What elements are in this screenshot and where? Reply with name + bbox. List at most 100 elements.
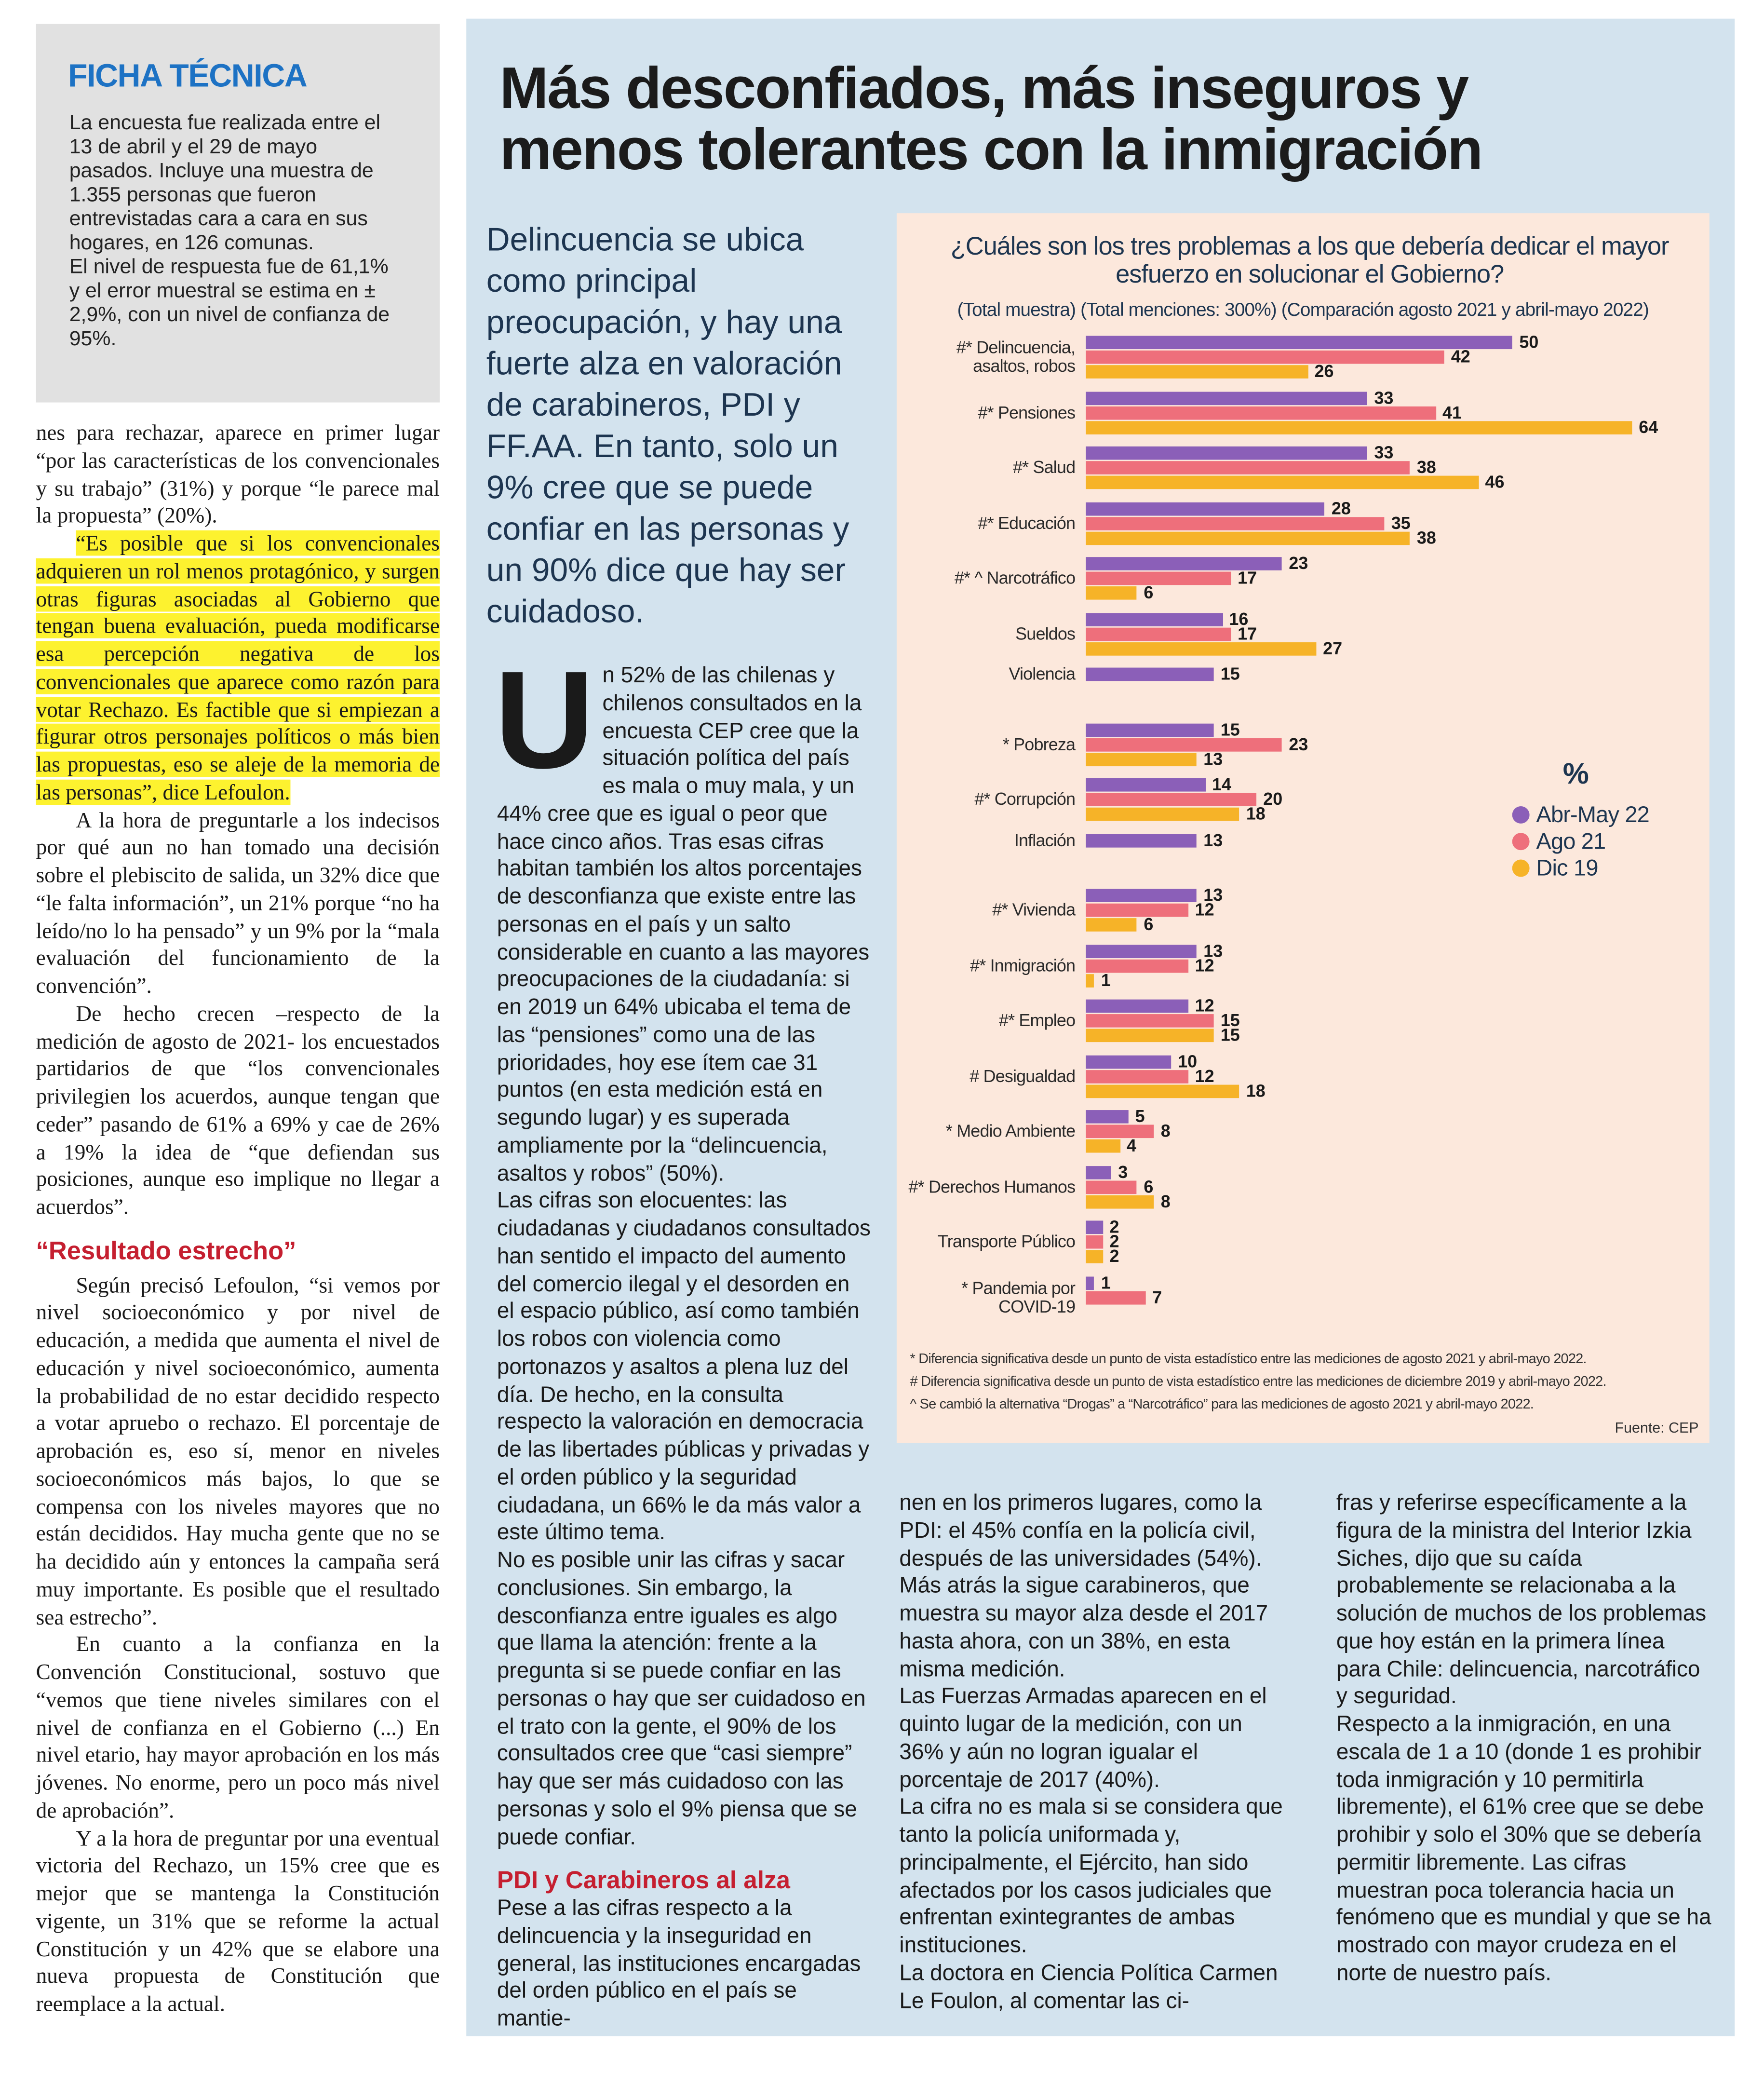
subheading: PDI y Carabineros al alza <box>497 1866 790 1894</box>
category-label: Violencia <box>1009 664 1076 684</box>
value-label: 15 <box>1220 664 1240 684</box>
paragraph: A la hora de preguntarle a los indecisos… <box>36 807 440 1000</box>
paragraph: fras y referirse específicamente a la fi… <box>1336 1490 1707 1709</box>
value-label: 23 <box>1289 553 1308 573</box>
subheading: “Resultado estrecho” <box>36 1237 296 1266</box>
value-label: 12 <box>1195 899 1214 920</box>
bar <box>1086 461 1411 474</box>
bar <box>1086 999 1188 1013</box>
paragraph: Las Fuerzas Armadas aparecen en el quint… <box>899 1683 1267 1792</box>
value-label: 16 <box>1229 608 1249 629</box>
paragraph: “Es posible que si los convencionales ad… <box>36 530 440 807</box>
headline: Más desconfiados, más inseguros y menos … <box>499 56 1483 183</box>
source: Fuente: CEP <box>1615 1420 1699 1437</box>
bar <box>1086 918 1137 932</box>
value-label: 17 <box>1238 568 1257 588</box>
legend-swatch <box>1512 806 1530 824</box>
legend-swatch <box>1512 833 1530 851</box>
value-label: 12 <box>1195 1065 1214 1085</box>
paragraph: El nivel de respuesta fue de 61,1% y el … <box>69 256 390 351</box>
paragraph: En cuanto a la confianza en la Convenció… <box>36 1631 440 1823</box>
value-label: 13 <box>1203 940 1223 961</box>
bar <box>1086 501 1325 515</box>
value-label: 18 <box>1246 803 1266 824</box>
bar <box>1086 778 1206 792</box>
bar <box>1086 903 1188 917</box>
legend-item: Dic 19 <box>1512 855 1598 882</box>
bar <box>1086 627 1231 640</box>
drop-cap: U <box>494 643 594 799</box>
bar <box>1086 1069 1188 1083</box>
bar <box>1086 557 1282 570</box>
bar <box>1086 807 1240 821</box>
lead: Delincuencia se ubica como principal pre… <box>486 222 849 631</box>
ficha-box: FICHA TÉCNICA La encuesta fue realizada … <box>36 24 440 403</box>
paragraph: nen en los primeros lugares, como la PDI… <box>899 1490 1268 1681</box>
bar <box>1086 833 1197 847</box>
bar <box>1086 612 1223 626</box>
bar <box>1086 793 1257 806</box>
bar <box>1086 1250 1103 1263</box>
bar <box>1086 1220 1103 1234</box>
chart: ¿Cuáles son los tres problemas a los que… <box>896 213 1710 1443</box>
bar <box>1086 420 1632 434</box>
legend-label: Dic 19 <box>1536 855 1598 881</box>
paragraph: ^ Se cambió la alternativa “Drogas” a “N… <box>910 1396 1534 1413</box>
value-label: 15 <box>1220 1025 1240 1045</box>
paragraph: De hecho crecen –respecto de la medición… <box>36 1001 440 1222</box>
category-label: #* Educación <box>978 512 1076 533</box>
bar <box>1086 391 1368 405</box>
value-label: 20 <box>1263 789 1283 809</box>
value-label: 18 <box>1246 1080 1266 1100</box>
category-label: * Medio Ambiente <box>945 1121 1076 1141</box>
value-label: 2 <box>1109 1246 1119 1266</box>
category-label: #* Salud <box>1013 457 1076 477</box>
bar <box>1086 571 1231 585</box>
value-label: 33 <box>1374 442 1394 462</box>
legend-item: Ago 21 <box>1512 829 1606 855</box>
bar <box>1086 667 1214 681</box>
value-label: 46 <box>1485 472 1505 492</box>
category-label: * Pandemia por COVID-19 <box>961 1277 1076 1316</box>
category-label: #* Vivienda <box>992 899 1076 920</box>
bar <box>1086 350 1444 364</box>
value-label: 42 <box>1451 346 1470 366</box>
value-label: 17 <box>1238 623 1257 643</box>
value-label: 4 <box>1126 1135 1136 1156</box>
category-label: Inflación <box>1014 829 1076 850</box>
value-label: 12 <box>1195 995 1214 1016</box>
value-label: 38 <box>1416 527 1436 547</box>
value-label: 6 <box>1144 914 1154 934</box>
value-label: 15 <box>1220 718 1240 739</box>
bar <box>1086 973 1095 987</box>
bar <box>1086 1029 1214 1043</box>
bar <box>1086 475 1479 489</box>
paragraph: Las cifras son elocuentes: las ciudadana… <box>497 1188 871 1545</box>
text: A la hora de preguntarle a los indecisos… <box>36 807 440 998</box>
bar <box>1086 1055 1172 1069</box>
legend-item: Abr-May 22 <box>1512 802 1650 829</box>
text: De hecho crecen –respecto de la medición… <box>36 1000 440 1219</box>
value-label: 8 <box>1160 1121 1171 1141</box>
paragraph: Y a la hora de preguntar por una eventua… <box>36 1825 440 2017</box>
chart-title: ¿Cuáles son los tres problemas a los que… <box>950 233 1670 289</box>
value-label: 15 <box>1220 1010 1240 1030</box>
value-label: 13 <box>1203 748 1223 769</box>
value-label: 2 <box>1109 1217 1119 1237</box>
bar <box>1086 752 1197 766</box>
value-label: 3 <box>1118 1161 1128 1181</box>
category-label: #* Corrupción <box>974 789 1076 809</box>
footnotes: * Diferencia significativa desde un punt… <box>910 1349 1710 1417</box>
value-label: 50 <box>1519 332 1539 352</box>
bar <box>1086 1124 1154 1138</box>
value-label: 41 <box>1442 402 1462 422</box>
value-label: 38 <box>1416 457 1436 477</box>
value-label: 28 <box>1331 498 1351 518</box>
value-label: 26 <box>1314 361 1334 381</box>
value-label: 5 <box>1135 1106 1145 1126</box>
bar <box>1086 1194 1154 1208</box>
paragraph: Según precisó Lefoulon, “si vemos por ni… <box>36 1272 440 1629</box>
category-label: #* Empleo <box>998 1010 1076 1030</box>
value-label: 12 <box>1195 955 1214 975</box>
bar <box>1086 641 1317 655</box>
